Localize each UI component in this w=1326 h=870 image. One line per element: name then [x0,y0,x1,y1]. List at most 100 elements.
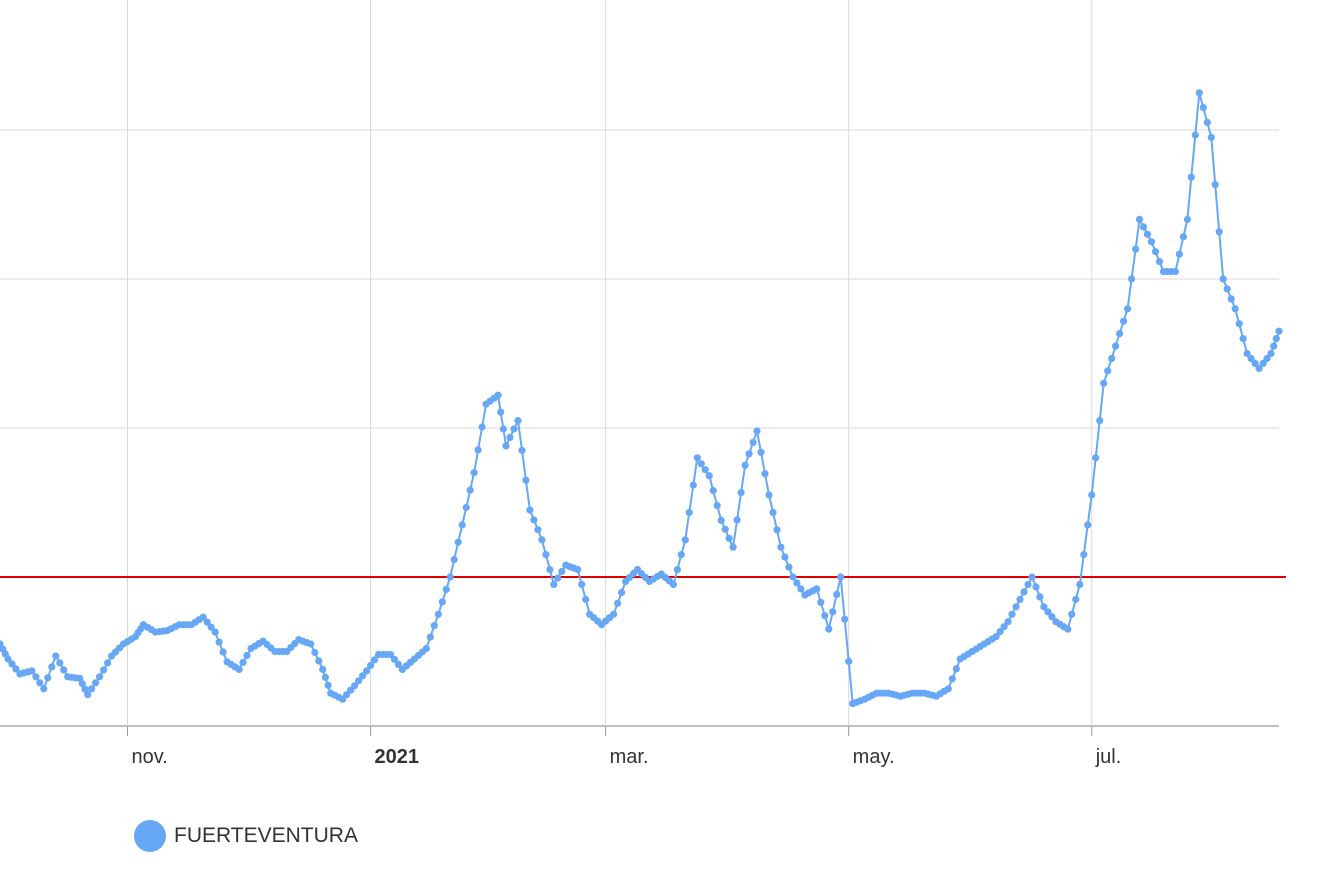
data-point [610,610,618,618]
data-point [1012,603,1020,611]
data-point [701,466,709,474]
data-point [1179,233,1187,241]
data-point [1211,181,1219,189]
data-point [1135,215,1144,223]
legend-swatch-icon [134,820,166,852]
data-point [36,679,44,687]
data-point [1032,583,1040,591]
data-point [777,543,785,551]
data-point [44,674,52,682]
data-point [1064,625,1072,633]
data-point [669,580,678,589]
data-point [1048,613,1056,621]
data-point [1139,223,1148,231]
data-point [1080,551,1088,559]
data-point [386,650,395,659]
data-point [474,446,482,454]
data-point [673,566,682,574]
data-point [307,640,315,648]
data-point [1092,454,1100,462]
data-point [1036,593,1044,601]
data-point [1219,275,1227,283]
data-point [944,685,952,693]
series-line [0,92,1280,705]
data-point [1124,305,1132,313]
data-point [837,573,845,581]
data-point [370,656,379,664]
data-point [1116,330,1124,338]
data-point [1243,349,1251,358]
data-point [1016,595,1024,604]
data-point [713,501,721,510]
data-point [1096,417,1104,425]
data-point [203,618,211,626]
data-point [1263,354,1271,363]
data-point [1231,305,1239,313]
data-point [442,585,450,594]
data-point [717,516,725,525]
data-point [1207,133,1215,141]
data-point [1171,268,1179,276]
data-point [1068,610,1076,618]
data-point [574,565,582,574]
data-point [693,454,701,462]
data-point [363,667,371,675]
data-point [948,675,956,683]
data-point [199,613,207,621]
data-point [458,521,466,529]
data-point [319,665,327,674]
data-point [76,674,84,682]
data-point [753,427,761,435]
data-point [81,685,89,693]
data-point [351,682,359,690]
data-point [833,590,841,599]
data-point [1040,603,1048,611]
data-point [709,487,717,495]
x-tick-label: nov. [132,746,168,768]
data-point [773,526,781,534]
data-point [733,516,741,524]
data-point [845,657,853,666]
legend[interactable]: FUERTEVENTURA [134,820,358,852]
data-point [550,580,558,589]
x-axis: nov. 2021 mar. may. jul. [127,726,1121,768]
data-point [1100,379,1108,387]
x-tick-label: 2021 [375,746,420,768]
data-point [100,666,108,674]
data-point [757,448,765,456]
data-point [1235,320,1243,328]
data-point [697,460,705,468]
data-point [1187,173,1195,181]
data-point [235,665,243,674]
data-point [367,661,375,670]
data-point [430,622,438,630]
data-point [12,665,20,673]
data-point [542,551,550,559]
data-point [1020,588,1028,596]
data-point [1175,250,1183,258]
data-point [506,433,514,441]
data-point [992,633,1000,641]
data-point [1132,245,1140,253]
data-point [499,425,507,433]
data-point [578,580,586,589]
legend-label: FUERTEVENTURA [174,824,358,847]
data-point [1000,623,1008,631]
data-point [211,628,219,636]
data-point [450,556,458,564]
data-point [721,525,729,533]
data-point [793,579,801,587]
data-point [454,538,462,546]
data-point [745,450,753,458]
grid-lines [0,0,1279,727]
data-point [996,628,1004,636]
data-point [104,659,112,667]
data-point [56,659,64,667]
data-point [207,623,215,631]
data-point [502,442,510,450]
data-point [797,585,805,593]
data-point [1104,367,1112,375]
data-point [478,423,486,431]
data-point [359,672,367,680]
data-point [737,489,745,497]
